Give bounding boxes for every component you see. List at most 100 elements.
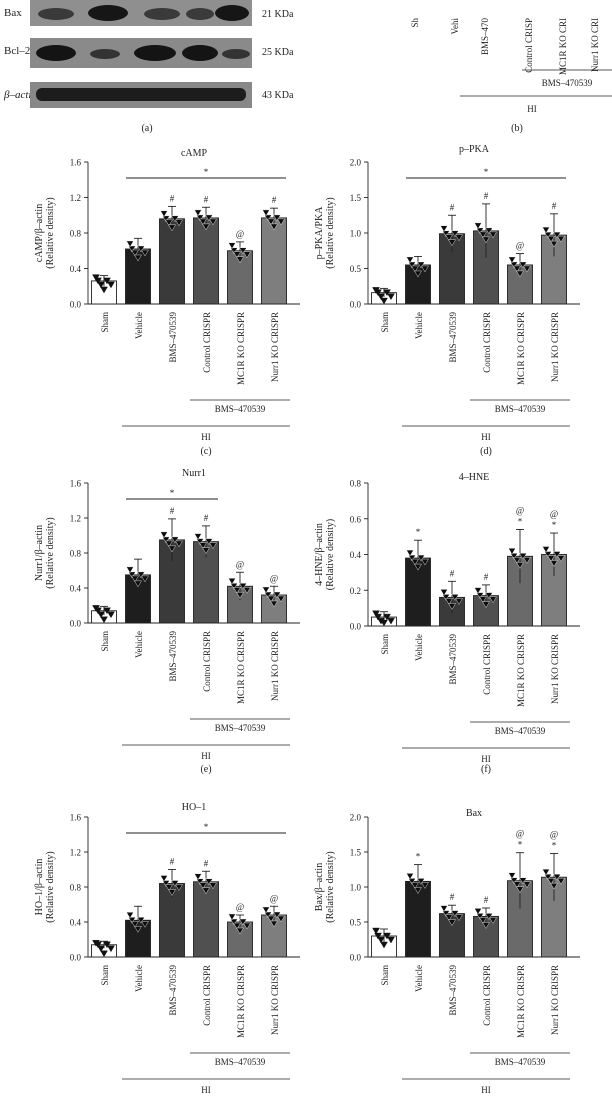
- data-point: [474, 908, 482, 915]
- chart-p–PKA: p–PKA p–PKA/PKA (Relative density) 0.0 0.5 1.…: [314, 144, 580, 457]
- blot-row-bcl2: Bcl–2 25 KDa: [4, 38, 294, 68]
- data-point: [97, 945, 105, 953]
- significance-mark: #: [204, 858, 209, 868]
- data-point: [175, 219, 183, 227]
- data-point: [128, 917, 136, 924]
- data-point: [516, 270, 524, 278]
- data-point: [230, 247, 238, 255]
- significance-mark: #: [204, 513, 209, 523]
- data-point: [97, 281, 105, 289]
- x-tick-label: Sham: [100, 312, 110, 333]
- y-axis-label-unit: (Relative density): [325, 851, 336, 922]
- x-tick-label: Nurr1 KO CRISPR: [270, 312, 280, 382]
- data-point: [485, 227, 493, 235]
- panel-b-cat-0: Sh: [410, 18, 420, 28]
- data-point: [126, 912, 134, 919]
- data-point: [485, 592, 493, 600]
- data-point: [440, 905, 448, 912]
- data-point: [128, 571, 136, 579]
- data-point: [417, 554, 425, 562]
- y-tick-label: 0.8: [350, 479, 362, 489]
- data-point: [482, 236, 490, 244]
- data-point: [199, 218, 207, 226]
- bar-BMS–470539: [159, 218, 185, 305]
- significance-mark: @: [236, 902, 244, 912]
- data-point: [440, 225, 448, 233]
- data-point: [196, 214, 204, 222]
- x-tick-label: Sham: [100, 631, 110, 652]
- y-tick-label: 0.4: [350, 550, 362, 560]
- x-tick-label: Control CRISPR: [482, 634, 492, 695]
- significance-mark: *: [552, 520, 557, 530]
- data-point: [141, 249, 149, 257]
- data-point: [550, 560, 558, 567]
- significance-mark-upper: @: [550, 509, 558, 519]
- data-point: [209, 882, 217, 890]
- data-point: [421, 882, 429, 889]
- y-tick-label: 0.0: [70, 619, 82, 629]
- data-point: [372, 610, 380, 618]
- significance-mark: *: [552, 840, 557, 850]
- data-point: [445, 914, 453, 921]
- data-point: [372, 927, 380, 935]
- data-point: [205, 214, 213, 222]
- data-point: [377, 936, 385, 944]
- group-bracket-label: HI: [481, 432, 491, 442]
- data-point: [510, 261, 518, 269]
- x-tick-label: Control CRISPR: [202, 312, 212, 373]
- data-point: [243, 587, 251, 594]
- blot-label-bax: Bax: [4, 7, 22, 19]
- x-tick-label: Sham: [100, 965, 110, 986]
- data-point: [508, 548, 516, 555]
- x-tick-label: BMS–470539: [448, 312, 458, 363]
- y-tick-label: 0.4: [70, 584, 82, 594]
- data-point: [194, 873, 202, 881]
- data-point: [194, 209, 202, 217]
- data-point: [162, 215, 170, 223]
- data-point: [103, 941, 111, 949]
- data-point: [513, 265, 521, 273]
- x-tick-label: BMS–470539: [168, 631, 178, 682]
- data-point: [270, 223, 278, 231]
- data-point: [516, 886, 524, 894]
- chart-Nurr1: Nurr1 Nurr1/β–actin (Relative density) 0.0 0…: [34, 468, 300, 775]
- data-point: [239, 247, 247, 255]
- y-tick-label: 1.5: [350, 193, 362, 203]
- data-point: [243, 251, 251, 259]
- data-point: [270, 600, 278, 608]
- data-point: [168, 545, 176, 553]
- data-point: [239, 918, 247, 926]
- data-point: [451, 594, 459, 601]
- data-point: [277, 915, 285, 923]
- data-point: [553, 231, 561, 239]
- data-point: [262, 586, 270, 594]
- data-point: [165, 884, 173, 891]
- y-tick-label: 2.0: [350, 813, 362, 823]
- chart-title: 4–HNE: [459, 472, 490, 483]
- data-point: [228, 578, 236, 585]
- data-point: [455, 598, 463, 605]
- significance-mark: #: [170, 857, 175, 867]
- data-point: [209, 218, 217, 226]
- data-point: [485, 913, 493, 920]
- y-axis-label: 4–HNE/β–actin: [314, 523, 325, 586]
- data-point: [508, 872, 516, 880]
- data-point: [199, 882, 207, 890]
- x-tick-label: BMS–470539: [448, 965, 458, 1016]
- data-point: [516, 562, 524, 569]
- group-bracket-label: HI: [481, 1085, 491, 1095]
- data-point: [557, 555, 565, 562]
- data-point: [440, 589, 448, 596]
- significance-mark: #: [170, 193, 175, 203]
- y-tick-label: 0.8: [70, 549, 82, 559]
- data-point: [267, 915, 275, 923]
- data-point: [92, 605, 100, 612]
- data-point: [126, 240, 134, 248]
- data-point: [508, 256, 516, 264]
- panel-b-label: (b): [511, 123, 523, 134]
- x-tick-label: BMS–470539: [168, 312, 178, 363]
- data-point: [160, 210, 168, 218]
- data-point: [168, 224, 176, 232]
- data-point: [387, 293, 395, 301]
- treatment-bracket-label: BMS–470539: [495, 726, 546, 736]
